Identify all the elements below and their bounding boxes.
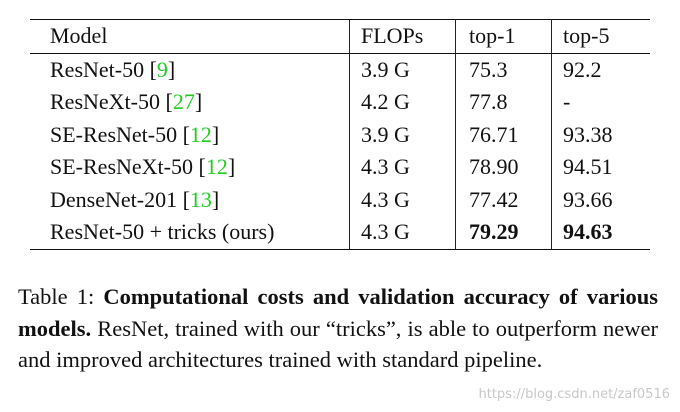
header-cell: FLOPs [349,19,456,53]
value-cell: 93.66 [551,183,650,216]
value-cell: 76.71 [455,118,552,151]
table-row: DenseNet-201 [13] 4.3 G 77.42 93.66 [30,183,650,217]
model-name: ] [194,89,203,115]
model-cell: DenseNet-201 [13] [30,184,350,217]
model-cell: SE-ResNet-50 [12] [30,119,350,152]
model-name: ] [211,186,220,212]
value-cell: 94.51 [551,151,650,184]
model-cell: ResNet-50 + tricks (ours) [30,216,350,249]
table-body: ResNet-50 [9] 3.9 G 75.3 92.2 ResNeXt-50 [27… [30,53,650,249]
caption-title: Computational costs and validation accur… [18,284,658,341]
caption: Table 1: Computational costs and validat… [18,281,658,376]
model-name: SE-ResNet-50 [ [50,121,190,147]
caption-label: Table 1: [18,284,104,309]
value-cell: 92.2 [551,53,650,86]
model-cell: ResNeXt-50 [27] [30,86,350,119]
value-cell: 4.3 G [349,216,456,249]
value-cell: 4.3 G [349,151,456,184]
table-header: Model FLOPs top-1 top-5 [30,19,650,53]
header-row: Model FLOPs top-1 top-5 [30,19,650,53]
citation: 13 [189,186,212,212]
citation: 12 [205,154,228,180]
value-cell: 77.8 [455,86,552,119]
citation: 12 [189,121,212,147]
value-cell: 79.29 [455,216,552,249]
table-row: ResNeXt-50 [27] 4.2 G 77.8- [30,86,650,119]
header-cell: top-5 [551,19,650,53]
value-cell: 4.2 G [349,86,456,119]
table-row: ResNet-50 [9] 3.9 G 75.3 92.2 [30,53,650,86]
value-cell: 78.90 [455,151,552,184]
header-cell: top-1 [455,19,552,53]
model-name: ResNet-50 + tricks (ours) [50,219,275,245]
table-row: SE-ResNeXt-50 [12] 4.3 G 78.90 94.51 [30,151,650,184]
model-name: ResNeXt-50 [ [50,89,173,115]
citation: 9 [156,56,168,82]
model-name: DenseNet-201 [ [50,186,190,212]
model-name: ] [211,121,220,147]
table-row: ResNet-50 + tricks (ours) 4.3 G 79.29 94.63 [30,216,650,249]
value-cell: 3.9 G [349,53,456,86]
model-cell: SE-ResNeXt-50 [12] [30,151,350,184]
caption-body: ResNet, trained with our “tricks”, is ab… [18,315,658,373]
header-cell: Model [50,23,108,49]
model-name: ] [167,56,176,82]
value-cell: 93.38 [551,118,650,151]
value-cell: 94.63 [551,216,650,249]
watermark: https://blog.csdn.net/zaf0516 [478,387,670,402]
model-cell: ResNet-50 [9] [30,53,350,86]
value-cell: 77.42 [455,183,552,216]
value-cell: 3.9 G [349,118,456,151]
model-name: SE-ResNeXt-50 [ [50,154,206,180]
value-cell: 4.3 G [349,183,456,216]
value-cell: - [551,86,650,119]
value-cell: 75.3 [455,53,552,86]
table-row: SE-ResNet-50 [12] 3.9 G 76.71 93.38 [30,118,650,152]
citation: 27 [172,89,195,115]
model-name: ] [227,154,236,180]
model-name: ResNet-50 [ [50,56,157,82]
